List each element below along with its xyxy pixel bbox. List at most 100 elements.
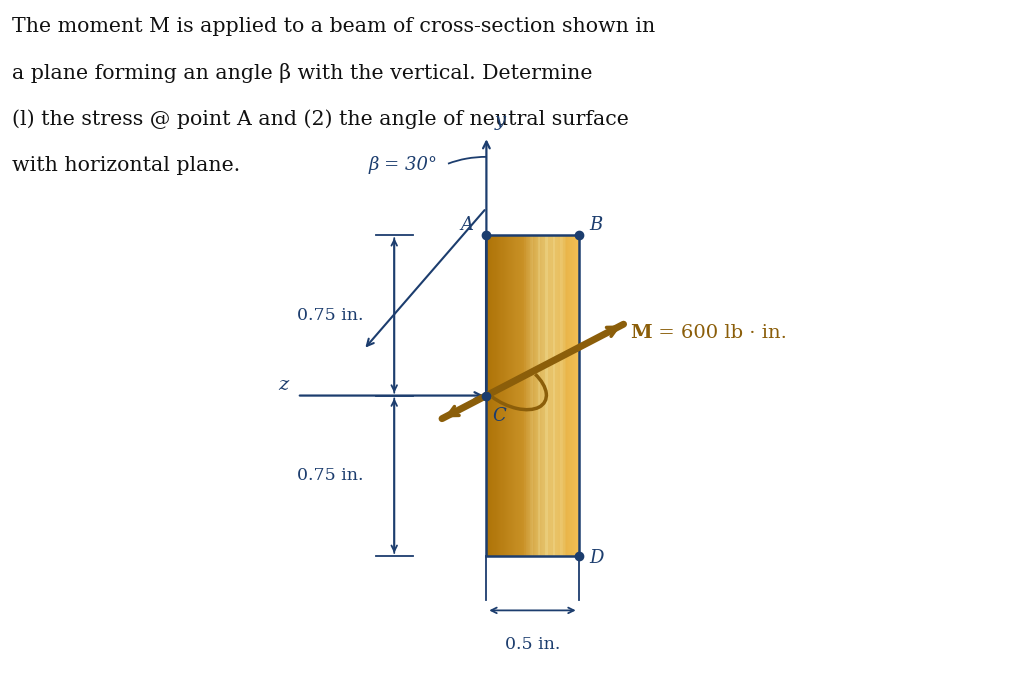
Bar	[550, 235, 553, 556]
Bar	[528, 235, 530, 556]
Bar	[561, 235, 564, 556]
Bar	[540, 235, 542, 556]
Bar	[552, 235, 555, 556]
Bar	[544, 235, 547, 556]
Text: 0.75 in.: 0.75 in.	[297, 307, 364, 324]
Bar	[553, 235, 556, 556]
Bar	[565, 235, 567, 556]
Text: 0.75 in.: 0.75 in.	[297, 467, 364, 484]
Bar	[493, 235, 495, 556]
Bar	[537, 235, 540, 556]
Bar	[542, 235, 545, 556]
Bar	[539, 235, 541, 556]
Bar	[518, 235, 521, 556]
Bar	[547, 235, 549, 556]
Bar	[498, 235, 501, 556]
Text: B: B	[589, 216, 602, 234]
Bar	[577, 235, 579, 556]
Bar	[549, 235, 551, 556]
Bar	[536, 235, 539, 556]
Bar	[553, 235, 556, 556]
Bar	[557, 235, 559, 556]
Text: D: D	[589, 548, 603, 567]
Bar	[496, 235, 499, 556]
Bar	[509, 235, 512, 556]
Bar	[516, 235, 519, 556]
Bar	[512, 235, 514, 556]
Text: z: z	[279, 376, 289, 394]
Bar	[535, 235, 538, 556]
Bar	[566, 235, 568, 556]
Bar	[532, 235, 536, 556]
Bar	[524, 235, 527, 556]
Bar	[526, 235, 529, 556]
Text: y: y	[495, 112, 506, 130]
Bar	[575, 235, 578, 556]
Bar	[551, 235, 554, 556]
Bar	[569, 235, 572, 556]
Bar	[543, 235, 546, 556]
Bar	[558, 235, 560, 556]
Bar	[558, 235, 560, 556]
Bar	[532, 235, 536, 556]
Bar	[555, 235, 558, 556]
Bar	[528, 235, 530, 556]
Bar	[502, 235, 504, 556]
Text: The moment M is applied to a beam of cross-section shown in: The moment M is applied to a beam of cro…	[12, 17, 655, 36]
Bar	[539, 235, 541, 556]
Bar	[552, 235, 555, 556]
Bar	[560, 235, 563, 556]
Bar	[497, 235, 500, 556]
Bar	[503, 235, 505, 556]
Bar	[494, 235, 496, 556]
Bar	[573, 235, 577, 556]
Bar	[562, 235, 565, 556]
Bar	[506, 235, 509, 556]
Bar	[545, 235, 548, 556]
Bar	[562, 235, 565, 556]
Bar	[551, 235, 554, 556]
Bar	[488, 235, 492, 556]
Bar	[486, 235, 579, 556]
Bar	[571, 235, 574, 556]
Bar	[537, 235, 540, 556]
Bar	[541, 235, 543, 556]
Bar	[517, 235, 520, 556]
Bar	[500, 235, 503, 556]
Bar	[548, 235, 550, 556]
Bar	[534, 235, 537, 556]
Bar	[515, 235, 518, 556]
Bar	[550, 235, 553, 556]
Bar	[495, 235, 498, 556]
Bar	[523, 235, 526, 556]
Bar	[534, 235, 537, 556]
Bar	[511, 235, 513, 556]
Bar	[507, 235, 510, 556]
Bar	[535, 235, 538, 556]
Bar	[541, 235, 543, 556]
Bar	[531, 235, 535, 556]
Bar	[530, 235, 532, 556]
Bar	[554, 235, 557, 556]
Text: A: A	[461, 216, 474, 234]
Bar	[578, 235, 580, 556]
Bar	[529, 235, 531, 556]
Bar	[559, 235, 561, 556]
Text: a plane forming an angle β with the vertical. Determine: a plane forming an angle β with the vert…	[12, 63, 593, 83]
Text: C: C	[493, 407, 506, 426]
Bar	[561, 235, 564, 556]
Bar	[524, 235, 527, 556]
Bar	[520, 235, 522, 556]
Bar	[559, 235, 561, 556]
Bar	[513, 235, 515, 556]
Bar	[555, 235, 558, 556]
Bar	[504, 235, 506, 556]
Bar	[560, 235, 563, 556]
Bar	[549, 235, 551, 556]
Bar	[563, 235, 566, 556]
Bar	[505, 235, 508, 556]
Text: = 600 lb · in.: = 600 lb · in.	[652, 323, 787, 342]
Bar	[508, 235, 511, 556]
Bar	[525, 235, 528, 556]
Bar	[554, 235, 557, 556]
